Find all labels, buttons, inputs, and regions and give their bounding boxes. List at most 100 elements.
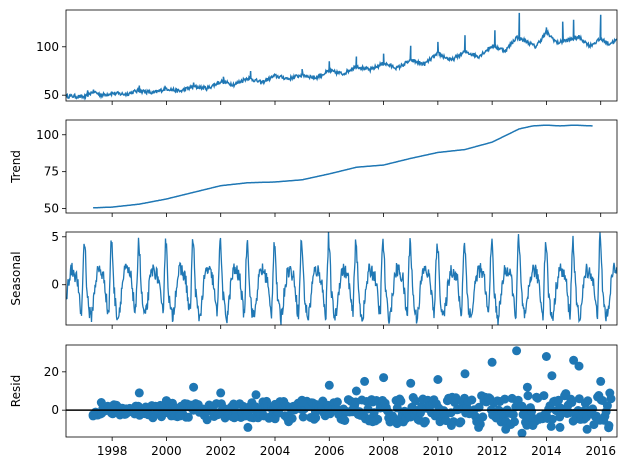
resid-point — [460, 369, 470, 379]
resid-point — [508, 410, 518, 420]
resid-point — [547, 414, 557, 424]
seasonal-line — [66, 232, 617, 325]
resid-point — [419, 417, 429, 427]
resid-point — [360, 376, 370, 386]
resid-point — [216, 388, 226, 398]
resid-point — [298, 412, 308, 422]
resid-point — [175, 411, 185, 421]
resid-point — [546, 421, 556, 431]
resid-point — [189, 382, 199, 392]
resid-point — [569, 355, 579, 365]
panel-1: 50 100 — [36, 9, 618, 105]
y-tick-label: 100 — [36, 128, 59, 142]
resid-point — [512, 346, 522, 356]
y-axis-label: Trend — [9, 150, 23, 184]
resid-point — [446, 421, 456, 430]
y-tick-label: 50 — [44, 202, 59, 216]
resid-point — [567, 397, 577, 407]
y-axis-label: Resid — [9, 375, 23, 407]
resid-point — [474, 422, 484, 432]
resid-point — [134, 388, 144, 398]
y-tick-label: 75 — [44, 165, 59, 179]
resid-point — [202, 415, 212, 425]
x-tick-label: 2000 — [151, 444, 182, 458]
plot-area — [66, 12, 617, 101]
resid-point — [396, 396, 406, 406]
axes-frame — [65, 344, 618, 438]
y-tick-label: 5 — [51, 230, 59, 244]
resid-point — [606, 394, 616, 404]
resid-point — [324, 380, 334, 390]
x-tick-label: 2014 — [531, 444, 562, 458]
resid-point — [478, 412, 488, 422]
resid-point — [411, 396, 421, 406]
resid-point — [582, 424, 592, 434]
resid-point — [183, 412, 193, 422]
resid-point — [588, 404, 598, 414]
x-tick-label: 2002 — [205, 444, 236, 458]
panel-2: 50 75 100 Trend — [9, 119, 618, 217]
resid-point — [602, 401, 612, 411]
resid-point — [522, 382, 532, 392]
resid-point — [270, 399, 280, 409]
resid-point — [528, 421, 538, 430]
resid-point — [433, 375, 443, 384]
x-tick-label: 2008 — [368, 444, 399, 458]
resid-point — [332, 397, 342, 407]
plot-area — [66, 346, 617, 437]
resid-point — [351, 386, 361, 396]
x-tick-label: 2004 — [260, 444, 291, 458]
resid-point — [284, 417, 294, 427]
series-line — [66, 12, 617, 101]
resid-point — [487, 357, 497, 367]
x-tick-label: 2016 — [585, 444, 616, 458]
resid-point — [583, 396, 593, 406]
plot-area — [93, 124, 593, 209]
resid-point — [555, 422, 565, 432]
y-tick-label: 0 — [51, 278, 59, 292]
resid-point — [107, 401, 117, 411]
resid-point — [161, 396, 171, 406]
resid-point — [554, 395, 563, 405]
resid-point — [88, 411, 98, 421]
resid-point — [517, 428, 527, 437]
y-tick-label: 100 — [36, 40, 59, 54]
resid-point — [392, 419, 402, 429]
resid-point — [243, 422, 253, 432]
resid-point — [259, 411, 269, 421]
resid-point — [311, 413, 321, 423]
resid-point — [96, 398, 106, 407]
resid-point — [547, 371, 557, 381]
resid-point — [121, 409, 131, 419]
resid-point — [523, 391, 533, 401]
y-tick-label: 0 — [51, 403, 59, 417]
x-tick-label: 2012 — [477, 444, 508, 458]
panel-4: 0 20 1998 2000 2002 2004 2006 2008 2010 2012 2014 2… — [9, 344, 618, 458]
resid-point — [574, 394, 584, 404]
resid-point — [338, 415, 348, 425]
resid-point — [539, 391, 549, 401]
y-tick-label: 50 — [44, 88, 59, 102]
x-tick-label: 2010 — [423, 444, 454, 458]
resid-point — [541, 352, 551, 361]
resid-point — [574, 361, 584, 371]
plot-area — [66, 232, 617, 325]
axes-frame — [65, 9, 618, 102]
resid-point — [379, 373, 389, 383]
resid-point — [510, 417, 519, 427]
resid-point — [297, 398, 307, 407]
resid-point — [596, 376, 606, 386]
resid-point — [148, 413, 158, 423]
resid-point — [501, 424, 511, 434]
axes-frame — [65, 231, 618, 326]
resid-point — [527, 406, 537, 416]
y-tick-label: 20 — [44, 365, 59, 379]
resid-point — [500, 394, 510, 404]
resid-point — [467, 395, 477, 405]
resid-point — [368, 417, 378, 427]
resid-point — [229, 413, 239, 423]
axes-frame — [65, 119, 618, 214]
y-axis-label: Seasonal — [9, 251, 23, 305]
resid-point — [604, 421, 614, 430]
resid-point — [406, 378, 416, 388]
